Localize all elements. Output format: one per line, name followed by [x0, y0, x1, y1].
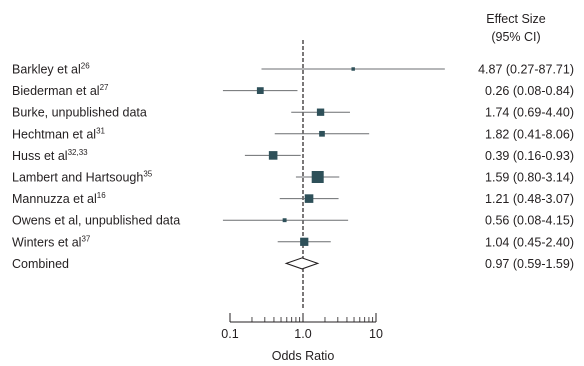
effect-marker [268, 151, 278, 160]
x-tick-label: 10 [369, 327, 383, 341]
effect-marker [256, 87, 264, 94]
effect-marker [300, 237, 309, 246]
effect-marker [351, 67, 355, 71]
study-label: Lambert and Hartsough35 [12, 170, 153, 185]
study-label: Mannuzza et al16 [12, 191, 106, 206]
study-label: Burke, unpublished data [12, 106, 147, 120]
x-tick-label: 1.0 [294, 327, 311, 341]
study-label: Huss et al32,33 [12, 148, 88, 163]
effect-marker [319, 130, 325, 137]
study-label: Hechtman et al31 [12, 126, 106, 141]
effect-marker [304, 194, 314, 203]
effect-marker [311, 171, 324, 183]
effect-size-value: 0.56 (0.08-4.15) [485, 214, 574, 228]
study-rows: Barkley et al26 4.87 (0.27-87.71) Biederma… [12, 40, 574, 310]
effect-size-header: Effect Size [486, 12, 546, 26]
effect-marker [316, 108, 325, 116]
x-tick-label: 0.1 [221, 327, 238, 341]
effect-size-value: 0.39 (0.16-0.93) [485, 149, 574, 163]
study-label: Biederman et al27 [12, 83, 109, 98]
x-axis: 0.1 1.0 10 [221, 313, 383, 341]
effect-size-value: 1.21 (0.48-3.07) [485, 192, 574, 206]
effect-size-value: 1.04 (0.45-2.40) [485, 235, 574, 249]
x-axis-label: Odds Ratio [272, 349, 335, 363]
effect-size-value: 0.26 (0.08-0.84) [485, 84, 574, 98]
ci-header: (95% CI) [491, 30, 540, 44]
effect-size-value: 0.97 (0.59-1.59) [485, 257, 574, 271]
study-label: Barkley et al26 [12, 62, 90, 77]
study-label: Combined [12, 257, 69, 271]
effect-size-value: 1.59 (0.80-3.14) [485, 171, 574, 185]
study-label: Winters et al37 [12, 234, 91, 249]
effect-marker [282, 218, 287, 223]
effect-size-value: 1.82 (0.41-8.06) [485, 127, 574, 141]
combined-diamond [284, 257, 320, 270]
effect-size-value: 4.87 (0.27-87.71) [478, 63, 574, 77]
study-label: Owens et al, unpublished data [12, 214, 180, 228]
effect-size-value: 1.74 (0.69-4.40) [485, 106, 574, 120]
